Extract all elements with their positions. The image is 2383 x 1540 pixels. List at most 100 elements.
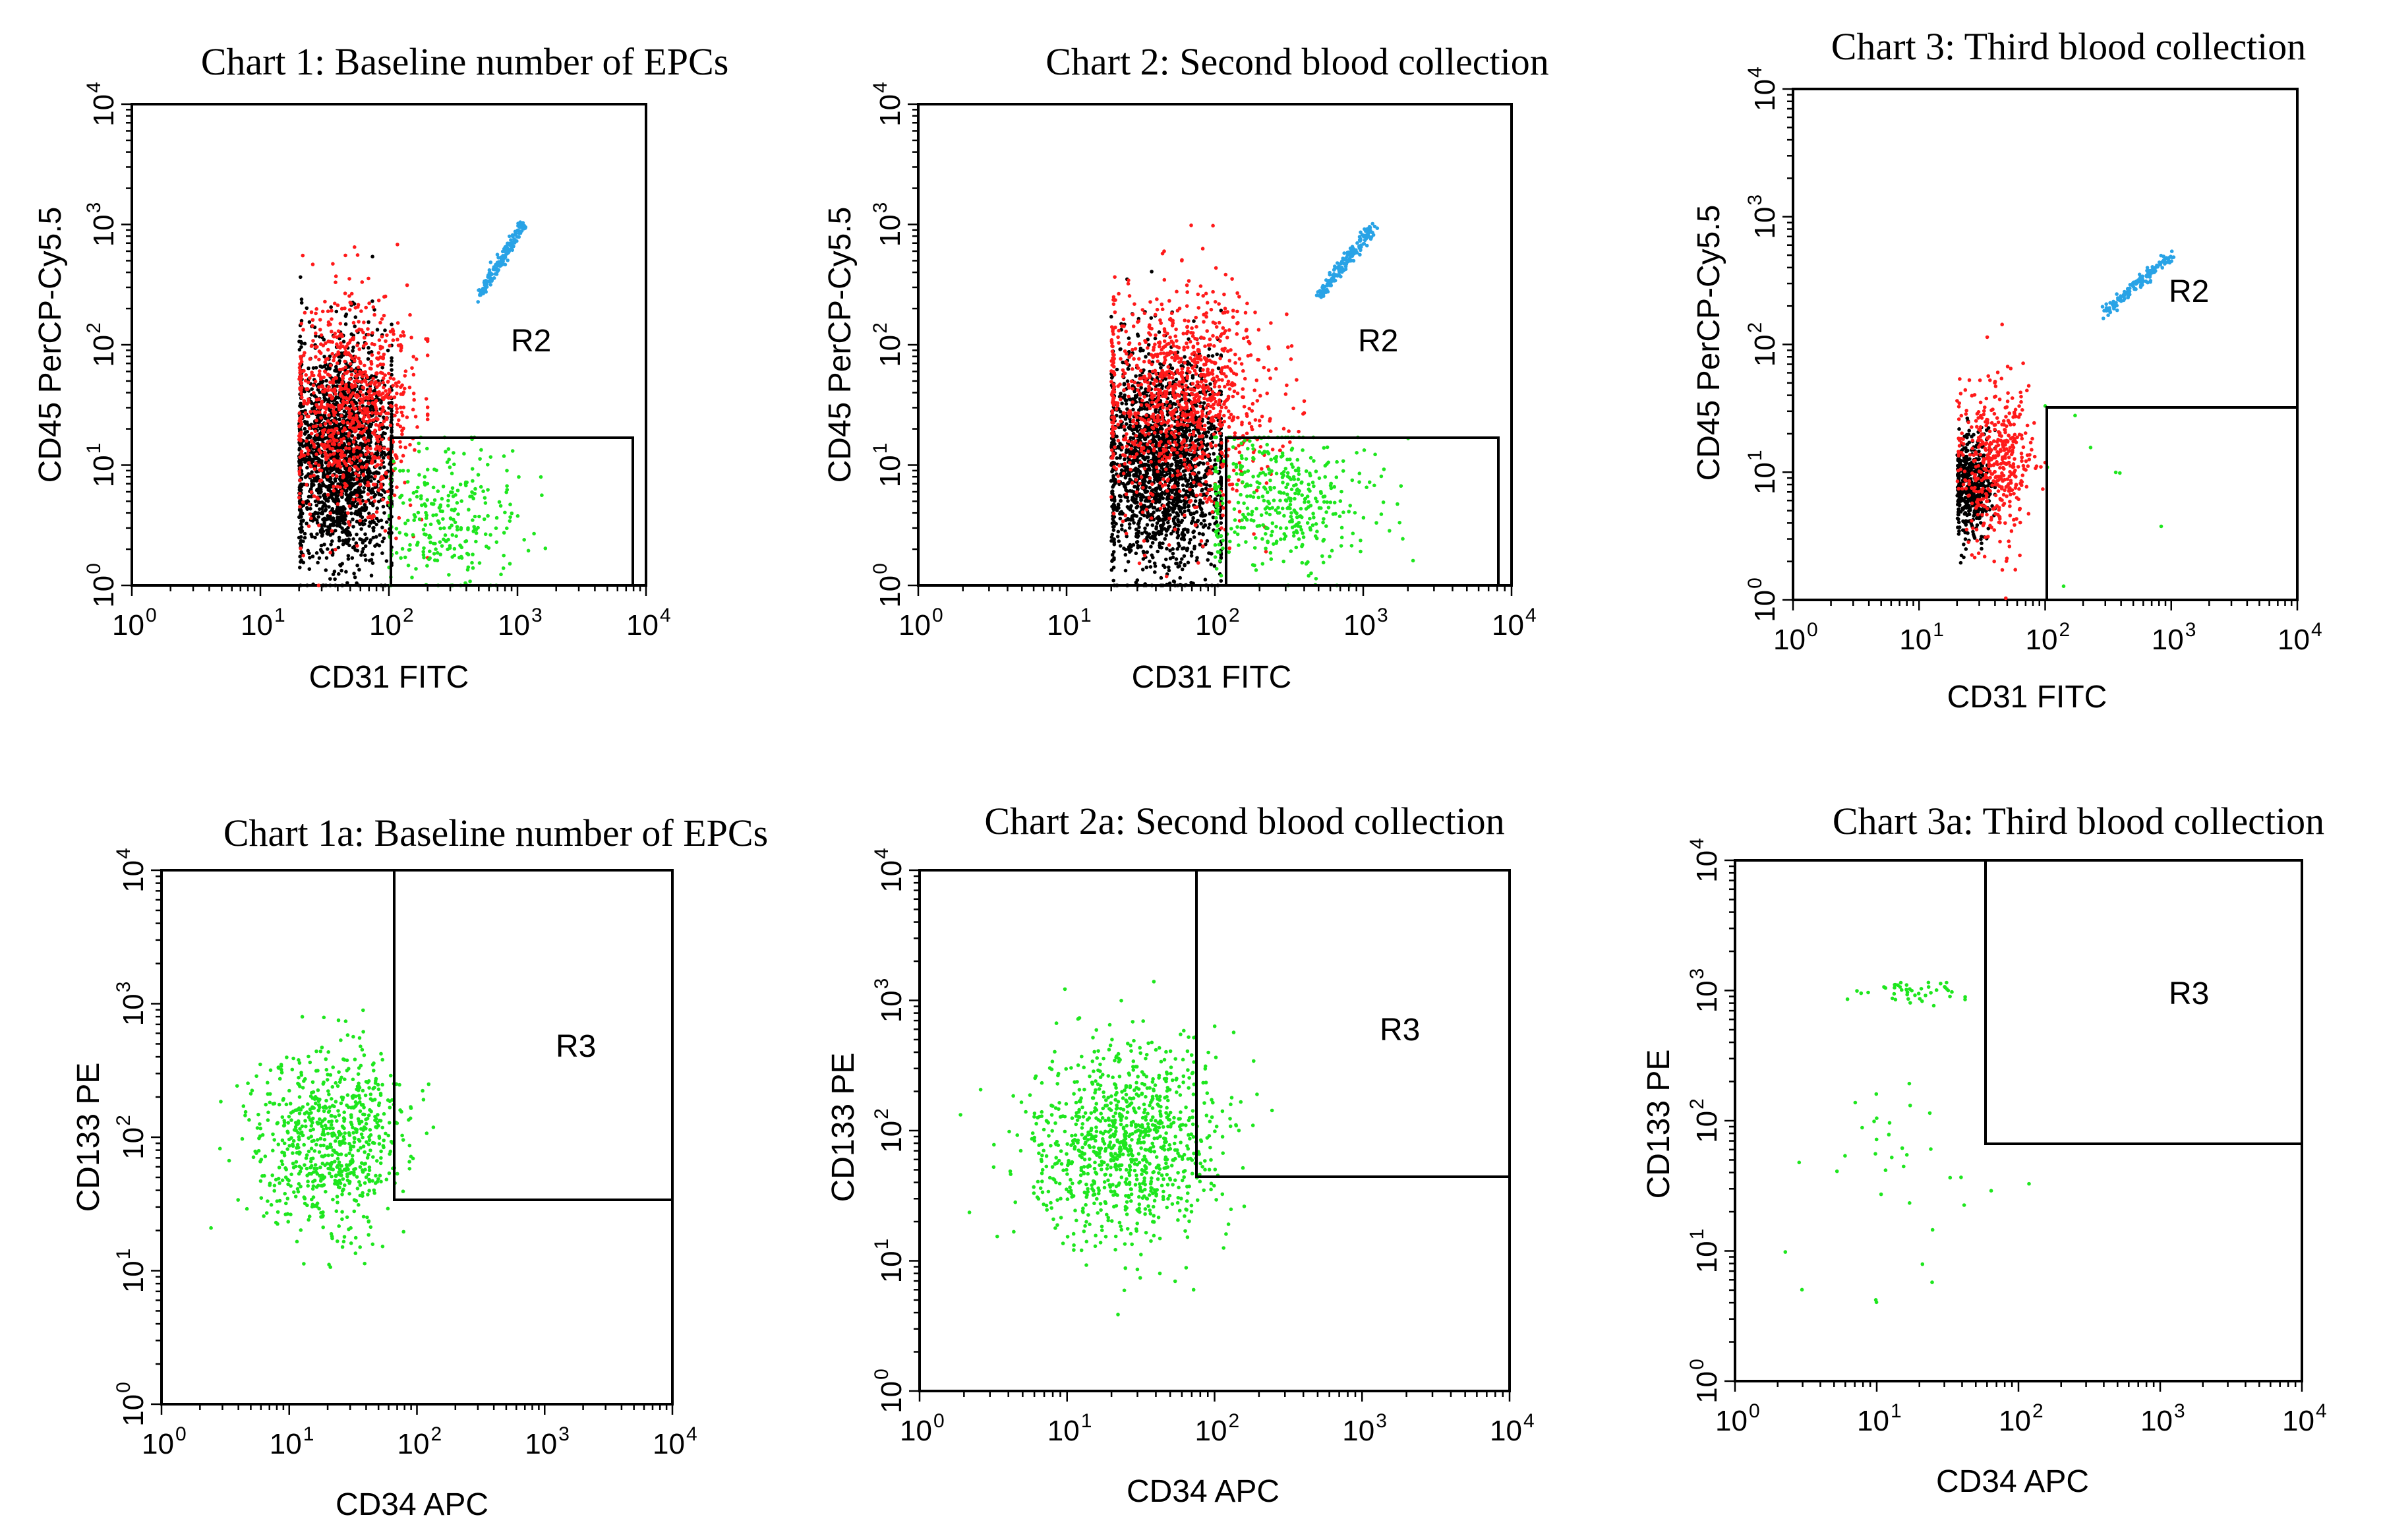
data-point	[311, 339, 315, 343]
data-point	[1208, 484, 1212, 488]
data-point	[330, 428, 334, 432]
data-point	[339, 332, 343, 336]
data-point	[310, 387, 314, 391]
data-point	[1165, 547, 1169, 551]
data-point	[328, 354, 332, 359]
data-point	[498, 260, 503, 265]
data-point	[509, 238, 513, 242]
data-point	[313, 499, 318, 504]
data-point	[299, 547, 303, 550]
data-point	[403, 374, 407, 378]
data-point	[386, 489, 390, 494]
data-point	[355, 544, 359, 548]
data-point	[386, 348, 390, 353]
data-point	[308, 512, 312, 516]
data-point	[366, 481, 370, 485]
data-point	[361, 490, 366, 494]
data-point	[383, 431, 387, 436]
data-point	[299, 508, 303, 512]
data-point	[374, 416, 378, 421]
data-point	[344, 396, 348, 400]
data-point	[368, 471, 372, 475]
data-point	[390, 359, 394, 363]
data-point	[1196, 471, 1201, 475]
data-point	[1110, 469, 1114, 473]
data-point	[298, 478, 302, 483]
data-point	[314, 551, 319, 555]
data-point	[383, 583, 388, 587]
data-point	[385, 392, 390, 396]
data-point	[375, 506, 379, 510]
data-point	[361, 344, 366, 348]
data-point	[375, 328, 380, 332]
data-point	[309, 506, 312, 511]
data-point	[333, 479, 338, 483]
data-point	[1111, 528, 1116, 532]
data-point	[515, 514, 520, 518]
data-point	[488, 533, 492, 537]
data-point	[332, 334, 336, 339]
data-point	[422, 546, 426, 550]
data-point	[359, 430, 363, 434]
data-point	[305, 583, 309, 587]
data-point	[456, 489, 460, 492]
data-point	[376, 298, 381, 303]
data-point	[471, 479, 475, 483]
data-point	[486, 463, 490, 467]
data-point	[324, 467, 328, 471]
data-point	[455, 501, 459, 505]
data-point	[355, 455, 360, 459]
data-point	[340, 381, 344, 386]
data-point	[376, 357, 380, 361]
data-point	[450, 533, 455, 537]
data-point	[357, 320, 361, 324]
data-point	[377, 492, 381, 496]
data-point	[388, 423, 393, 428]
data-point	[454, 493, 457, 497]
data-point	[317, 556, 322, 560]
data-point	[314, 452, 318, 456]
data-point	[1189, 537, 1192, 542]
data-point	[381, 456, 386, 460]
data-point	[390, 409, 394, 413]
data-point	[431, 513, 435, 518]
data-point	[1180, 567, 1185, 572]
data-point	[361, 330, 365, 335]
data-point	[313, 429, 318, 433]
data-point	[349, 400, 354, 405]
data-point	[310, 554, 315, 558]
data-point	[395, 392, 399, 396]
data-point	[1177, 495, 1181, 499]
data-point	[1125, 379, 1130, 383]
data-point	[361, 547, 365, 551]
data-point	[377, 381, 381, 386]
data-point	[311, 457, 316, 461]
data-point	[331, 467, 335, 471]
data-point	[374, 423, 378, 427]
data-point	[515, 239, 519, 243]
data-point	[314, 366, 318, 370]
data-point	[359, 553, 363, 557]
data-point	[481, 489, 485, 493]
data-point	[1183, 432, 1187, 436]
data-point	[343, 461, 347, 465]
data-point	[309, 435, 312, 439]
data-point	[313, 535, 317, 540]
data-point	[298, 334, 303, 339]
data-point	[386, 379, 390, 384]
data-point	[347, 308, 352, 312]
data-point	[319, 404, 324, 408]
data-point	[502, 454, 506, 458]
data-point	[1148, 559, 1152, 564]
data-point	[450, 490, 454, 494]
data-point	[396, 343, 401, 347]
data-point	[1123, 398, 1128, 403]
data-point	[501, 566, 506, 570]
data-point	[1127, 336, 1131, 340]
data-point	[321, 475, 326, 479]
data-point	[399, 334, 403, 338]
data-point	[328, 514, 332, 518]
data-point	[370, 452, 374, 456]
data-point	[327, 413, 331, 417]
data-point	[326, 372, 330, 376]
